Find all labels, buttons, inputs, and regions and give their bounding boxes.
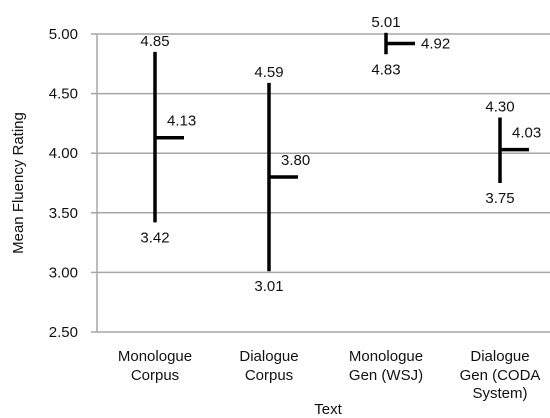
- category-label: Gen (CODA: [460, 367, 541, 384]
- y-tick-label: 4.00: [49, 145, 78, 162]
- category-label: Dialogue: [239, 348, 298, 365]
- category-label: Corpus: [245, 367, 293, 384]
- x-axis: Monologue Corpus Dialogue Corpus Monologue Ge…: [118, 348, 541, 402]
- x-axis-title: Text: [314, 401, 342, 418]
- mean-value-label: 3.80: [281, 152, 310, 169]
- low-value-label: 3.75: [485, 190, 514, 207]
- y-tick-label: 3.00: [49, 264, 78, 281]
- y-axis-title: Mean Fluency Rating: [10, 112, 27, 254]
- low-value-label: 4.83: [371, 61, 400, 78]
- range-marks: [153, 32, 529, 272]
- high-value-label: 4.85: [140, 33, 169, 50]
- high-value-label: 4.59: [254, 64, 283, 81]
- grid-lines: [97, 33, 550, 333]
- category-label: System): [472, 385, 527, 402]
- high-value-label: 5.01: [371, 14, 400, 31]
- y-axis: 2.50 3.00 3.50 4.00 4.50 5.00: [49, 26, 98, 341]
- category-label: Gen (WSJ): [349, 367, 423, 384]
- category-label: Monologue: [118, 348, 192, 365]
- mean-value-label: 4.92: [421, 36, 450, 53]
- y-tick-label: 2.50: [49, 324, 78, 341]
- category-label: Dialogue: [470, 348, 529, 365]
- low-value-label: 3.01: [254, 278, 283, 295]
- data-labels: 4.85 3.42 4.13 4.59 3.01 3.80 5.01 4.83 4.92 4.30…: [140, 14, 541, 295]
- mean-value-label: 4.03: [512, 125, 541, 142]
- y-tick-label: 4.50: [49, 86, 78, 103]
- y-tick-label: 5.00: [49, 26, 78, 43]
- mean-value-label: 4.13: [167, 113, 196, 130]
- category-label: Monologue: [349, 348, 423, 365]
- high-value-label: 4.30: [485, 98, 514, 115]
- category-label: Corpus: [131, 367, 179, 384]
- y-tick-label: 3.50: [49, 205, 78, 222]
- low-value-label: 3.42: [140, 229, 169, 246]
